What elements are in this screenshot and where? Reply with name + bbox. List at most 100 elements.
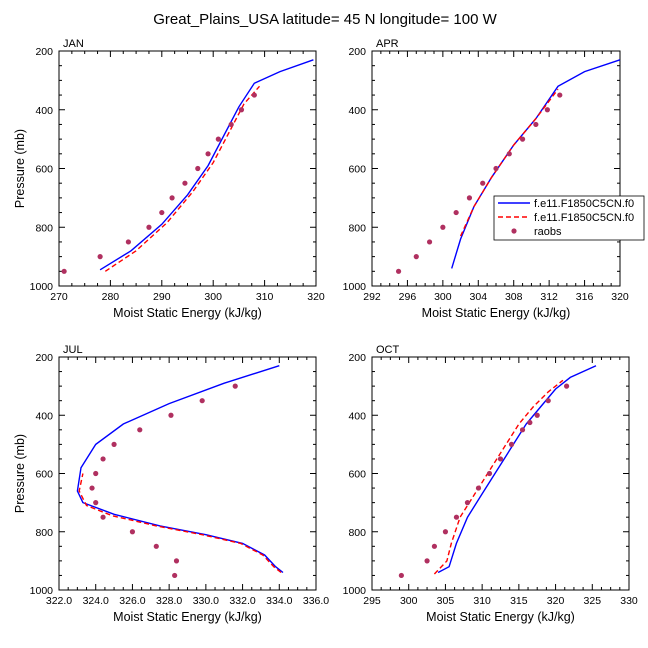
- y-tick-label: 400: [35, 410, 53, 422]
- plot-frame: [58, 50, 317, 287]
- model-line-solid: [99, 59, 314, 271]
- x-tick-label: 328.0: [156, 595, 182, 607]
- x-tick-label: 295: [363, 595, 381, 607]
- x-tick-label: 280: [102, 291, 120, 303]
- y-tick-label: 200: [35, 46, 53, 58]
- x-tick-label: 320: [547, 595, 565, 607]
- raobs-point: [125, 239, 131, 245]
- raobs-point: [486, 470, 493, 477]
- raobs-point: [464, 500, 471, 506]
- raobs-point: [146, 224, 152, 230]
- raobs-point: [506, 151, 512, 157]
- raobs-point: [431, 543, 438, 549]
- x-tick-label: 324.0: [83, 595, 109, 607]
- x-tick-label: 320: [307, 291, 325, 303]
- raobs-point: [97, 254, 103, 260]
- raobs-point: [497, 456, 504, 462]
- raobs-point: [508, 441, 515, 447]
- legend-marker-raobs: [511, 228, 517, 234]
- model-line-dashed: [433, 379, 564, 575]
- raobs-point: [557, 92, 563, 98]
- y-tick-label: 800: [35, 527, 53, 539]
- figure-title: Great_Plains_USA latitude= 45 N longitud…: [153, 11, 497, 28]
- raobs-point: [424, 558, 430, 564]
- raobs-point: [519, 427, 526, 433]
- raobs-point: [426, 239, 433, 245]
- x-axis-label: Moist Static Energy (kJ/kg): [422, 306, 571, 320]
- model-line-dashed: [459, 88, 559, 237]
- raobs-point: [228, 121, 234, 128]
- x-tick-label: 310: [256, 291, 274, 303]
- raobs-point: [100, 456, 106, 462]
- raobs-point: [168, 412, 174, 418]
- raobs-point: [475, 485, 482, 491]
- raobs-point: [199, 398, 205, 404]
- raobs-point: [172, 572, 178, 579]
- legend-label: f.e11.F1850C5CN.f0: [534, 212, 634, 224]
- model-line-dashed: [78, 473, 282, 574]
- y-tick-label: 1000: [343, 281, 367, 293]
- raobs-point: [563, 383, 570, 389]
- model-line-solid: [437, 365, 597, 574]
- raobs-point: [232, 383, 238, 389]
- raobs-point: [453, 514, 460, 520]
- raobs-point: [195, 165, 201, 172]
- raobs-point: [205, 151, 211, 157]
- raobs-point: [527, 419, 533, 426]
- raobs-point: [100, 514, 106, 520]
- x-tick-label: 305: [437, 595, 455, 607]
- y-tick-label: 600: [35, 469, 53, 481]
- y-tick-label: 800: [35, 222, 53, 234]
- panel-label: OCT: [376, 344, 400, 356]
- raobs-point: [159, 209, 165, 216]
- y-tick-label: 400: [348, 105, 366, 117]
- raobs-point: [111, 441, 117, 447]
- y-tick-label: 800: [348, 222, 366, 234]
- x-tick-label: 326.0: [119, 595, 145, 607]
- raobs-point: [413, 254, 419, 260]
- x-tick-label: 292: [363, 291, 381, 303]
- legend-box: [493, 195, 645, 241]
- y-tick-label: 600: [348, 469, 366, 481]
- raobs-point: [440, 224, 446, 230]
- legend-label: raobs: [534, 226, 562, 238]
- y-tick-label: 400: [35, 105, 53, 117]
- raobs-point: [453, 209, 459, 216]
- y-tick-label: 800: [348, 527, 366, 539]
- y-tick-label: 200: [348, 46, 366, 58]
- x-tick-label: 330: [620, 595, 638, 607]
- raobs-point: [129, 529, 136, 535]
- model-line-dashed: [104, 85, 261, 272]
- x-tick-label: 304: [470, 291, 488, 303]
- raobs-point: [238, 107, 245, 113]
- y-tick-label: 200: [348, 352, 366, 364]
- raobs-point: [93, 470, 99, 477]
- x-tick-label: 270: [50, 291, 68, 303]
- x-tick-label: 334.0: [266, 595, 292, 607]
- panel-label: APR: [376, 38, 399, 50]
- x-tick-label: 312: [540, 291, 558, 303]
- raobs-point: [61, 268, 67, 274]
- x-tick-label: 315: [510, 595, 528, 607]
- x-tick-label: 290: [153, 291, 171, 303]
- raobs-point: [137, 427, 143, 433]
- raobs-point: [169, 195, 175, 201]
- legend-label: f.e11.F1850C5CN.f0: [534, 198, 634, 210]
- y-tick-label: 200: [35, 352, 53, 364]
- x-tick-label: 336.0: [303, 595, 329, 607]
- x-tick-label: 296: [399, 291, 417, 303]
- raobs-point: [493, 165, 499, 172]
- x-axis-label: Moist Static Energy (kJ/kg): [113, 610, 262, 624]
- raobs-point: [395, 268, 402, 274]
- raobs-point: [89, 485, 95, 491]
- panel-label: JUL: [63, 344, 83, 356]
- x-tick-label: 308: [505, 291, 523, 303]
- x-tick-label: 330.0: [193, 595, 219, 607]
- raobs-point: [93, 500, 99, 506]
- y-tick-label: 400: [348, 410, 366, 422]
- y-tick-label: 1000: [30, 585, 54, 597]
- x-tick-label: 310: [473, 595, 491, 607]
- raobs-point: [466, 195, 473, 201]
- x-tick-label: 300: [434, 291, 452, 303]
